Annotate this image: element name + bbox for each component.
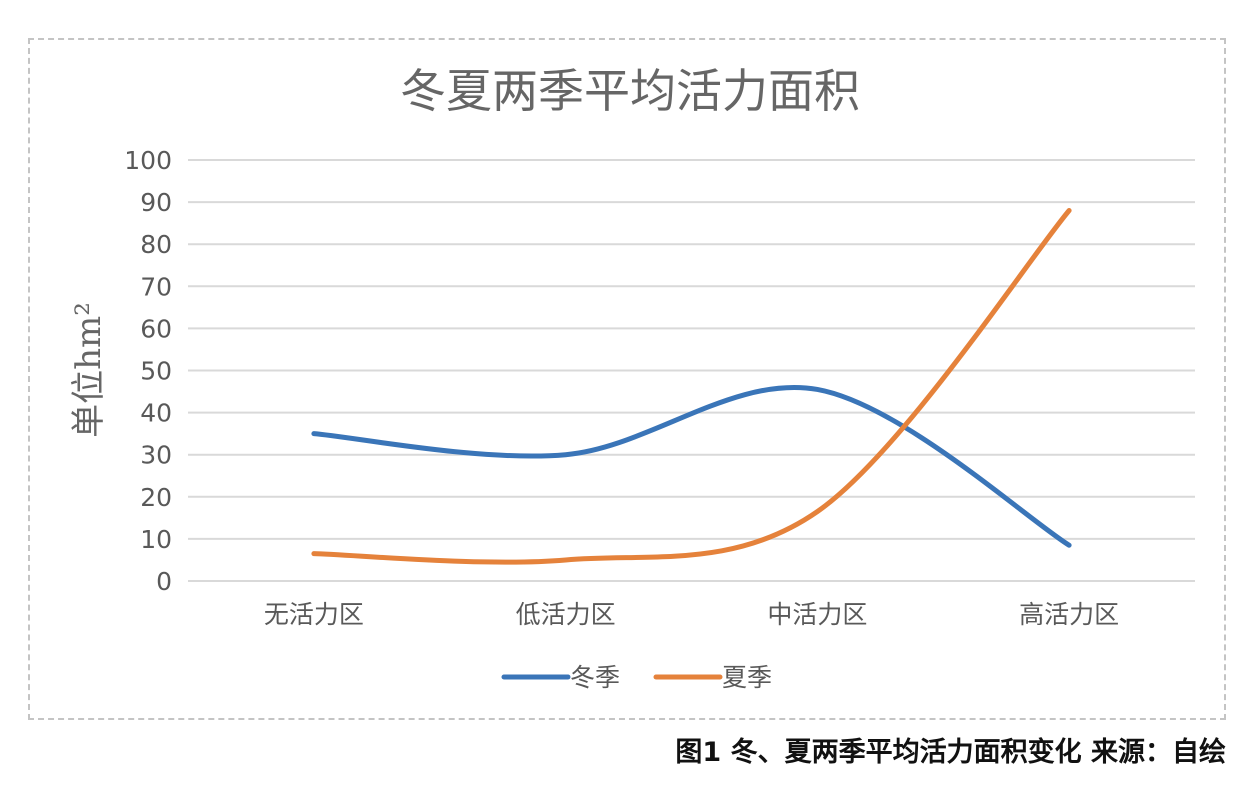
x-tick-labels: 无活力区 低活力区 中活力区 高活力区 [264, 600, 1119, 629]
y-tick-label: 70 [140, 272, 172, 301]
series-line-0 [311, 385, 1072, 548]
chart-title: 冬夏两季平均活力面积 [400, 64, 860, 118]
x-tick-label: 低活力区 [516, 600, 616, 629]
y-tick-label: 30 [140, 441, 172, 470]
legend-label: 冬季 [570, 663, 620, 692]
x-tick-label: 高活力区 [1019, 600, 1119, 629]
y-tick-label: 100 [124, 146, 172, 175]
y-tick-label: 90 [140, 188, 172, 217]
y-tick-label: 80 [140, 230, 172, 259]
y-tick-label: 20 [140, 483, 172, 512]
y-tick-label: 0 [156, 567, 172, 596]
y-tick-label: 60 [140, 314, 172, 343]
series-line-1 [311, 208, 1072, 565]
y-tick-label: 50 [140, 357, 172, 386]
y-tick-label: 40 [140, 399, 172, 428]
grid-lines [188, 159, 1195, 582]
y-axis-label: 单位hm² [69, 302, 109, 438]
line-chart: 冬夏两季平均活力面积 单位hm² 0102030405060708090100 … [69, 64, 1195, 692]
y-tick-labels: 0 10 20 30 40 50 60 70 80 90 100 [124, 146, 172, 596]
chart-frame [28, 38, 1226, 720]
series-lines [311, 208, 1072, 565]
x-tick-label: 中活力区 [767, 600, 867, 629]
y-tick-label: 10 [140, 525, 172, 554]
x-tick-label: 无活力区 [264, 600, 364, 629]
legend: 冬季 夏季 [501, 663, 772, 692]
legend-label: 夏季 [722, 663, 772, 692]
figure-caption: 图1 冬、夏两季平均活力面积变化 来源：自绘 [675, 737, 1226, 768]
